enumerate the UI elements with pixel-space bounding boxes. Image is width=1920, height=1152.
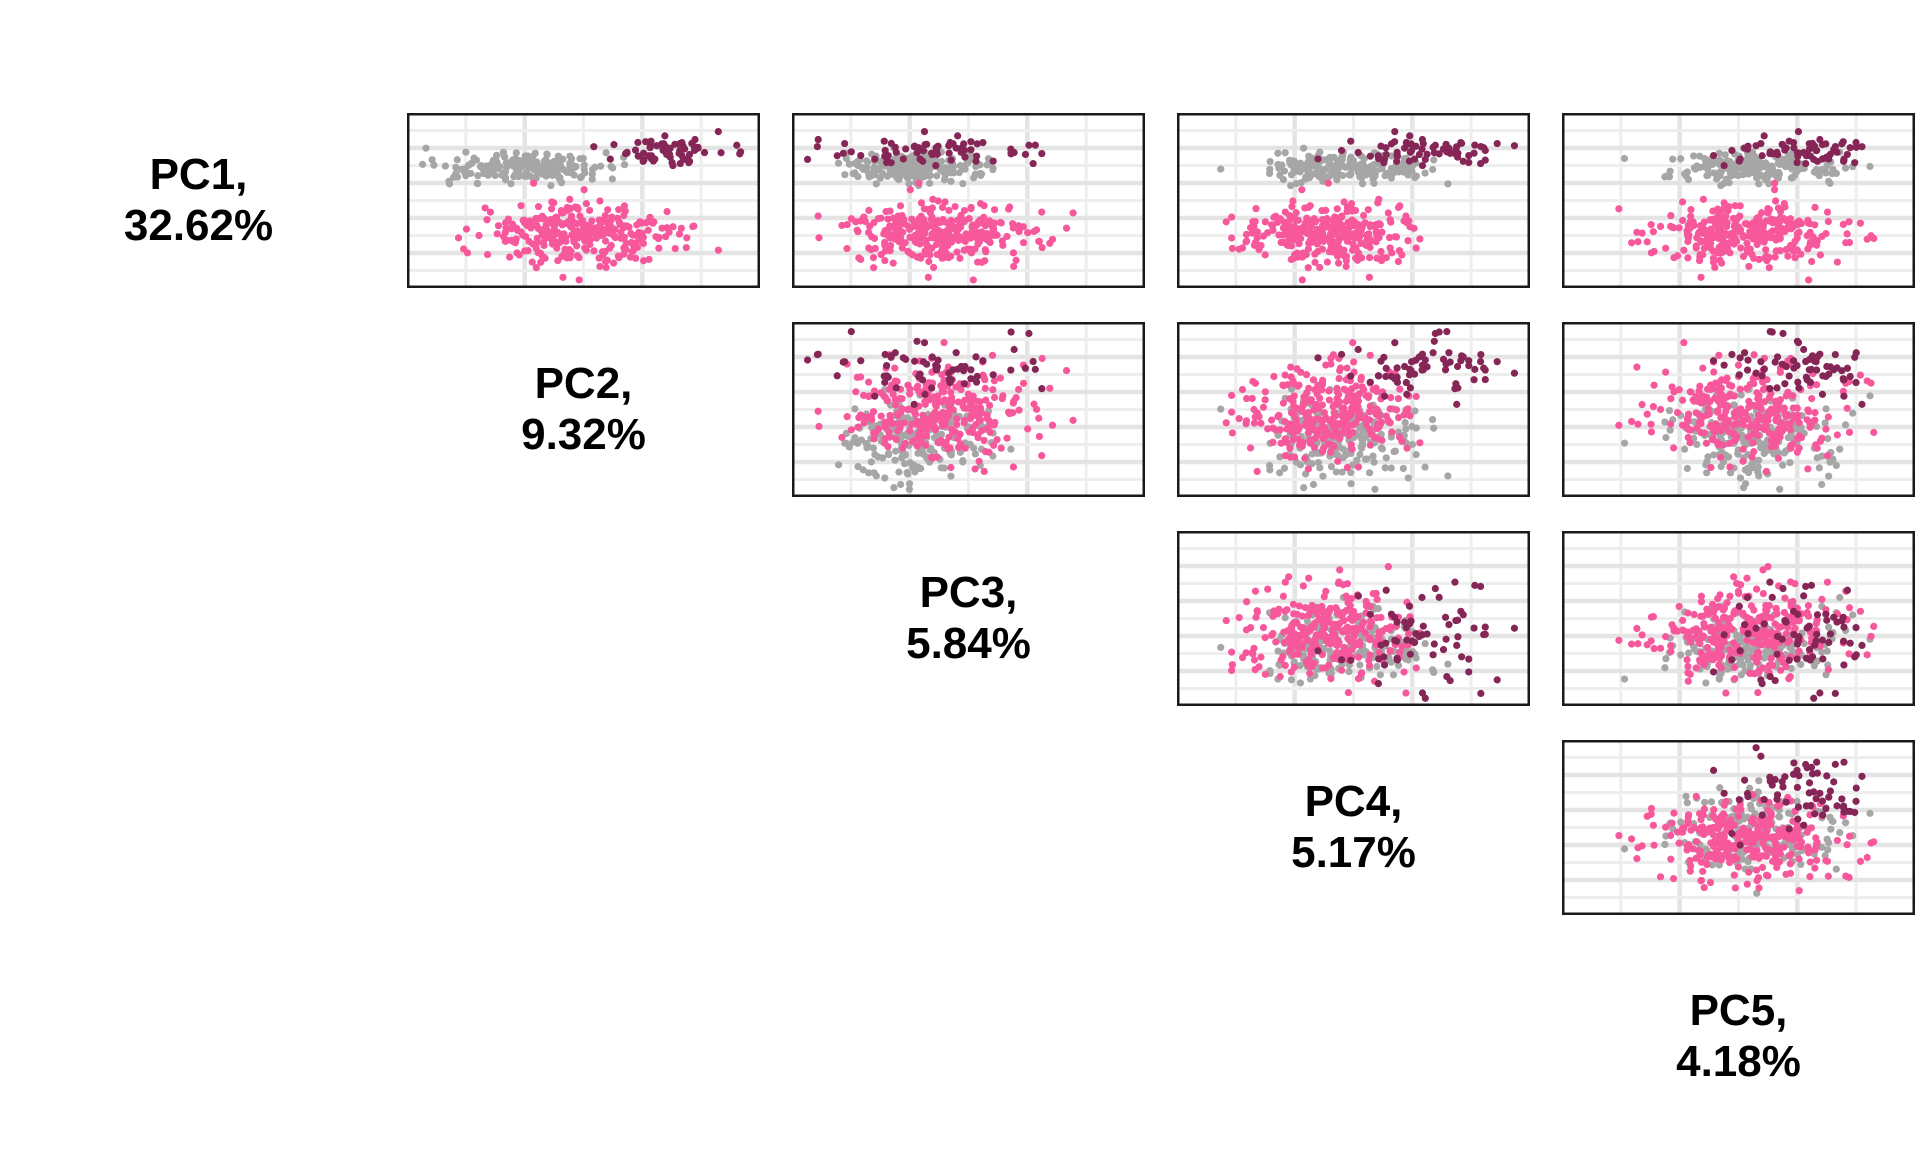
scatter-panel-pc1-vs-pc2 <box>407 113 760 288</box>
pc-label-variance: 5.17% <box>1291 827 1416 877</box>
points-cluster-pink <box>1615 179 1878 284</box>
points-cluster-maroon <box>1709 578 1866 702</box>
points-cluster-maroon <box>1709 744 1866 849</box>
pc-label-variance: 5.84% <box>906 618 1031 668</box>
scatter-panel-pc1-vs-pc3 <box>792 113 1145 288</box>
points-cluster-gray <box>1217 144 1452 190</box>
panel-gridlines <box>1177 322 1530 497</box>
diagonal-label-pc1: PC1, 32.62% <box>22 113 375 288</box>
panel-border <box>1562 531 1915 706</box>
points-cluster-maroon <box>1314 328 1519 408</box>
pc-label-variance: 9.32% <box>521 409 646 459</box>
scatter-panel-pc2-vs-pc3 <box>792 322 1145 497</box>
points-cluster-maroon <box>1314 127 1519 170</box>
points-cluster-pink <box>814 179 1077 284</box>
panel-border <box>407 113 760 288</box>
points-cluster-maroon <box>590 127 745 170</box>
points-cluster-maroon <box>1314 578 1519 702</box>
pc-label-name: PC1, <box>149 150 248 200</box>
scatter-panel-pc2-vs-pc5 <box>1562 322 1915 497</box>
pc-label-variance: 32.62% <box>123 200 274 250</box>
scatter-panel-pc3-vs-pc4 <box>1177 531 1530 706</box>
points-cluster-pink <box>1615 791 1878 895</box>
scatter-panel-pc3-vs-pc5 <box>1562 531 1915 706</box>
points-cluster-pink <box>814 339 1077 476</box>
scatter-panel-pc2-vs-pc4 <box>1177 322 1530 497</box>
panel-border <box>1177 113 1530 288</box>
pc-label-name: PC2, <box>534 359 633 409</box>
panel-border <box>792 113 1145 288</box>
pc-label-name: PC3, <box>919 568 1018 618</box>
points-cluster-maroon <box>803 127 1046 170</box>
points-cluster-gray <box>1620 144 1874 190</box>
points-cluster-gray <box>418 144 629 190</box>
points-cluster-maroon <box>1709 127 1866 170</box>
scatter-panel-pc1-vs-pc4 <box>1177 113 1530 288</box>
diagonal-label-pc4: PC4, 5.17% <box>1177 740 1530 915</box>
panel-border <box>1562 322 1915 497</box>
points-cluster-pink <box>1615 339 1878 476</box>
panel-border <box>1562 113 1915 288</box>
diagonal-label-pc5: PC5, 4.18% <box>1562 949 1915 1124</box>
points-cluster-maroon <box>803 328 1046 408</box>
points-cluster-maroon <box>1709 328 1866 408</box>
panel-border <box>1562 740 1915 915</box>
points-cluster-pink <box>1222 339 1424 476</box>
points-cluster-pink <box>1222 563 1424 697</box>
scatter-panel-pc1-vs-pc5 <box>1562 113 1915 288</box>
points-cluster-pink <box>454 179 722 284</box>
panel-border <box>1177 531 1530 706</box>
pc-label-variance: 4.18% <box>1676 1036 1801 1086</box>
pc-label-name: PC4, <box>1304 777 1403 827</box>
pc-label-name: PC5, <box>1689 986 1788 1036</box>
points-cluster-pink <box>1222 179 1424 284</box>
diagonal-label-pc3: PC3, 5.84% <box>792 531 1145 706</box>
scatter-panel-pc4-vs-pc5 <box>1562 740 1915 915</box>
panel-border <box>1177 322 1530 497</box>
diagonal-label-pc2: PC2, 9.32% <box>407 322 760 497</box>
panel-border <box>792 322 1145 497</box>
